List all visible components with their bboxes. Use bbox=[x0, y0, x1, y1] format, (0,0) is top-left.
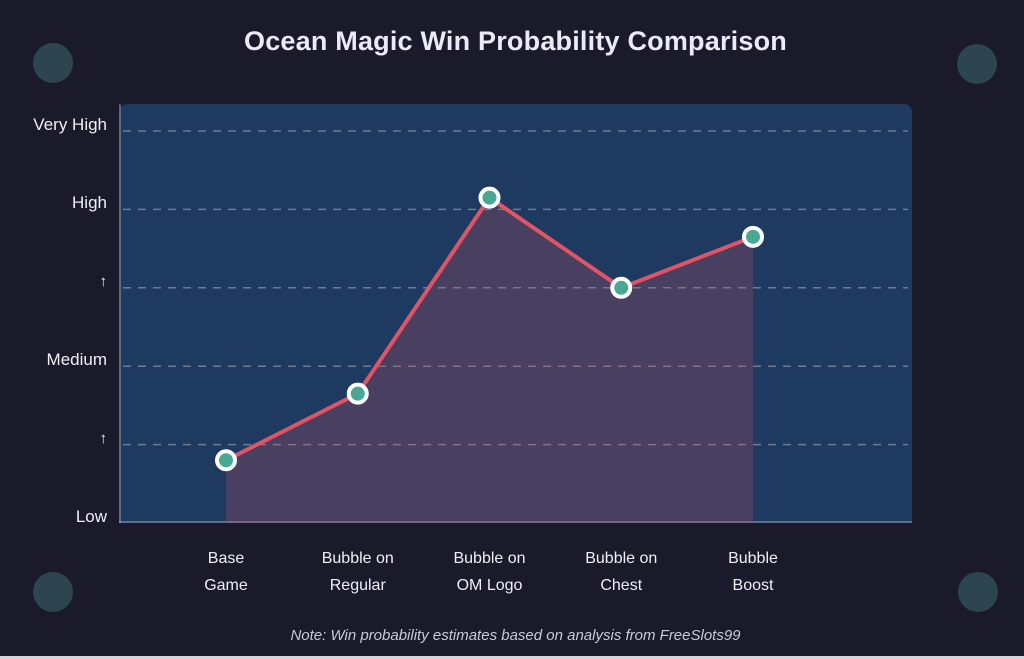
x-tick-label: Bubble on Chest bbox=[585, 550, 658, 594]
y-tick-label: ↑ bbox=[99, 429, 108, 447]
data-point-1 bbox=[346, 382, 369, 405]
line-chart-canvas bbox=[119, 104, 912, 523]
chart-footnote: Note: Win probability estimates based on… bbox=[290, 627, 741, 644]
series-area bbox=[226, 197, 753, 523]
chart-title: Ocean Magic Win Probability Comparison bbox=[244, 26, 787, 56]
decorative-circle-bottom-left bbox=[33, 572, 73, 612]
y-tick-label: Very High bbox=[33, 115, 107, 134]
bottom-edge-strip bbox=[0, 656, 1024, 659]
data-point-4 bbox=[742, 225, 764, 248]
data-point-3 bbox=[610, 276, 633, 299]
data-point-2 bbox=[478, 186, 501, 209]
y-tick-label: Medium bbox=[46, 350, 107, 370]
plot-area bbox=[119, 104, 912, 523]
y-tick-label: ↑ bbox=[99, 272, 108, 290]
decorative-circle-bottom-right bbox=[958, 572, 998, 612]
x-tick-label: Bubble Boost bbox=[728, 550, 778, 594]
x-tick-label: Bubble on Regular bbox=[321, 550, 394, 594]
data-point-0 bbox=[215, 449, 237, 472]
chart-container: Ocean Magic Win Probability Comparison N… bbox=[119, 0, 912, 659]
y-tick-label: Low bbox=[75, 507, 107, 526]
y-tick-label: High bbox=[72, 193, 107, 213]
x-tick-label: Base Game bbox=[204, 550, 248, 594]
decorative-circle-top-left bbox=[33, 43, 73, 83]
x-tick-label: Bubble on OM Logo bbox=[453, 550, 526, 594]
decorative-circle-top-right bbox=[957, 44, 997, 84]
